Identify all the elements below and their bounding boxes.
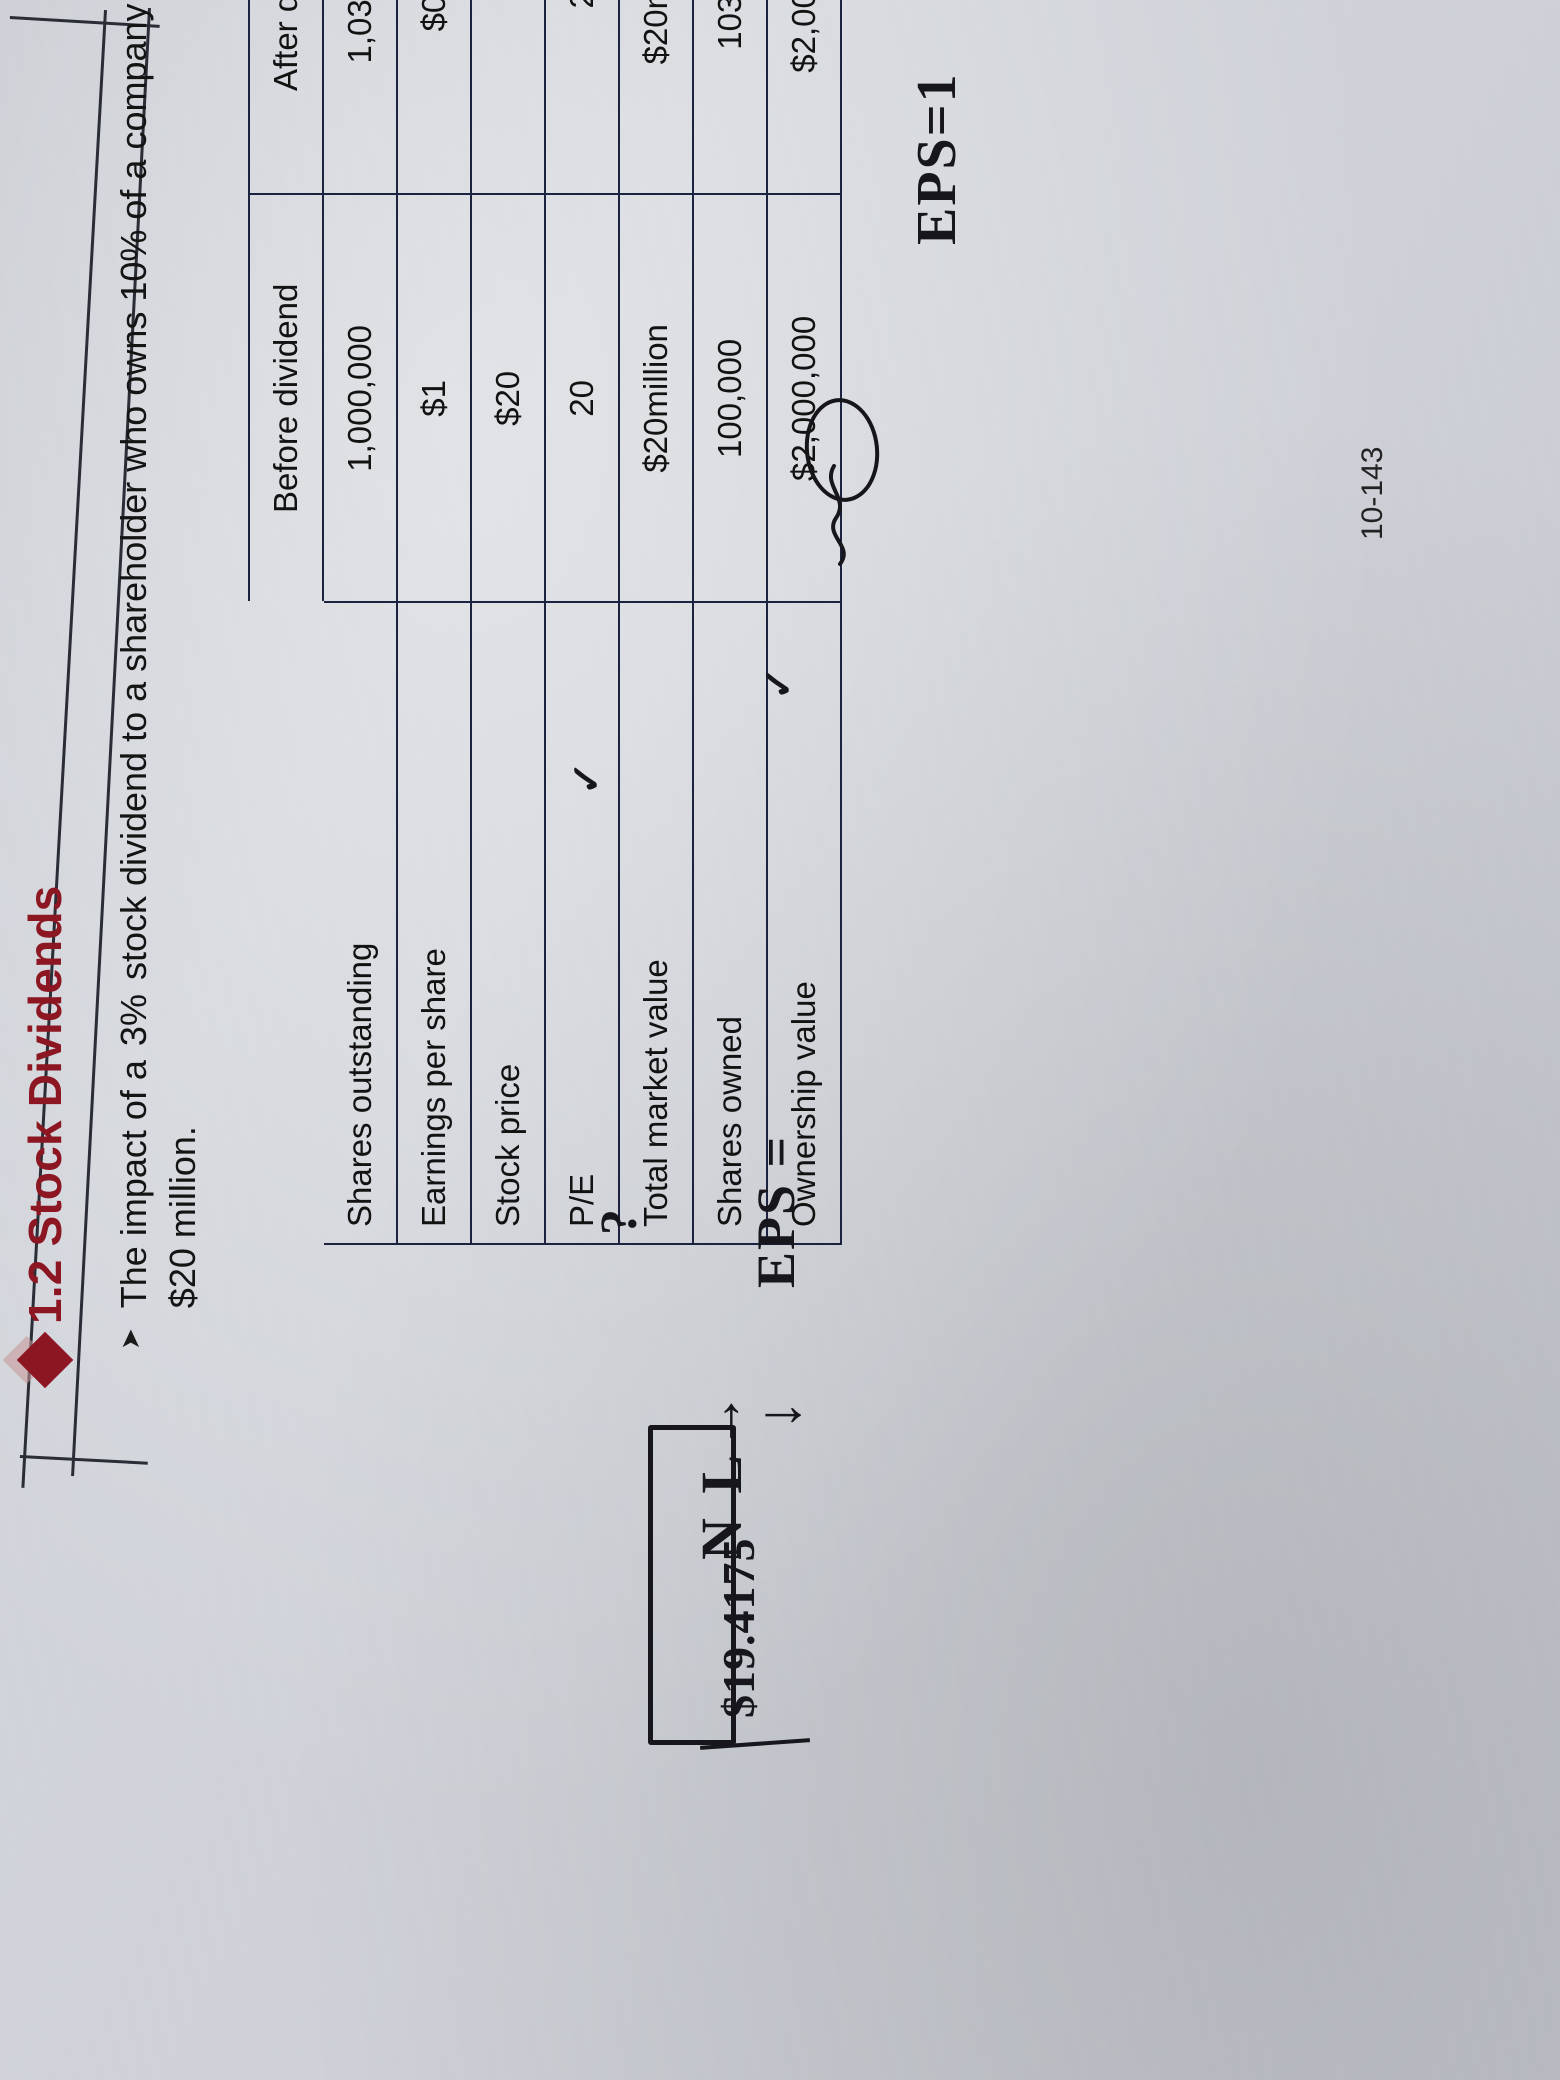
table-row: Total market value$20million$20million (619, 0, 693, 1244)
table-cell-before: 20 (545, 194, 619, 603)
diamond-bullet-icon (16, 1331, 74, 1389)
table-cell-before: $20 (471, 194, 545, 603)
table-cell-after: 20 (545, 0, 619, 195)
table-cell-before: $1 (397, 194, 471, 603)
bullet-paragraph: ➤ The impact of a 3% stock dividend to a… (110, 0, 207, 1350)
table-cell-after: 1,030,000 (323, 0, 397, 195)
bullet-text: The impact of a 3% stock dividend to a s… (110, 0, 207, 1308)
table-row-label: Shares outstanding (323, 602, 397, 1244)
slide-title-row: 1.2 Stock Dividends (16, 885, 74, 1389)
table-cell-before: 1,000,000 (323, 194, 397, 603)
bullet-text-part1: The impact of a (113, 1050, 154, 1309)
table-cell-after: 103,000 (693, 0, 767, 195)
table-row-label: Total market value (619, 602, 693, 1244)
table-header-corner (249, 602, 323, 1244)
table-cell-after: $20million (619, 0, 693, 195)
table-cell-after: $0.97 (397, 0, 471, 195)
page-title: 1.2 Stock Dividends (19, 885, 71, 1324)
table-row: Earnings per share$1$0.97 (397, 0, 471, 1244)
table-cell-before: $20million (619, 194, 693, 603)
table-cell-after: $2,000,000 (767, 0, 841, 195)
slide-rotation-wrapper: 1.2 Stock Dividends ➤ The impact of a 3%… (16, 0, 1389, 1389)
table-row: Ownership value$2,000,000$2,000,000 (767, 0, 841, 1244)
presentation-slide: 1.2 Stock Dividends ➤ The impact of a 3%… (16, 0, 1389, 1389)
table-row-label: P/E (545, 602, 619, 1244)
table-row-label: Shares owned (693, 602, 767, 1244)
table-header-cell: After dividend (249, 0, 323, 195)
page-number: 10-143 (1356, 446, 1389, 540)
table-row: P/E2020 (545, 0, 619, 1244)
bullet-arrow-icon: ➤ (115, 1328, 145, 1350)
table-row: Stock price$20? (471, 0, 545, 1244)
table-row-label: Earnings per share (397, 602, 471, 1244)
table-header-cell: Before dividend (249, 194, 323, 603)
bullet-circled-value: 3% (113, 994, 154, 1047)
table-header-row: Before dividendAfter dividend (249, 0, 323, 1244)
table-row-label: Stock price (471, 602, 545, 1244)
table-cell-after: ? (471, 0, 545, 195)
table-cell-before: $2,000,000 (767, 194, 841, 603)
table-row-label: Ownership value (767, 602, 841, 1244)
table-cell-before: 100,000 (693, 194, 767, 603)
